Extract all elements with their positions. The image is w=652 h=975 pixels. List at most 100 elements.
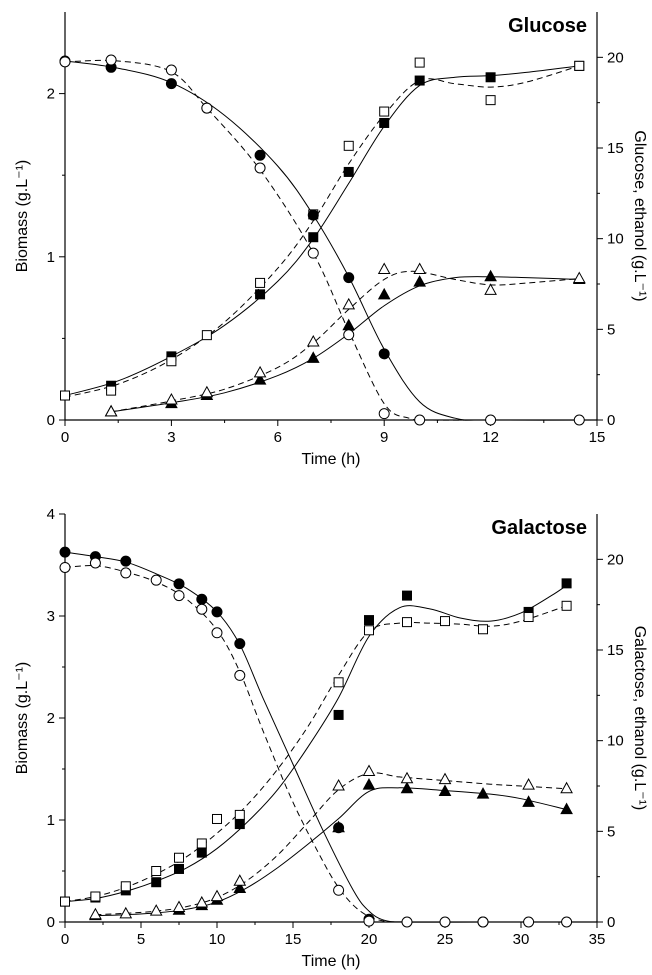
series-open-triangle (104, 262, 586, 417)
data-point (438, 784, 452, 796)
x-tick-label: 15 (589, 429, 606, 446)
y2-axis-label: Galactose, ethanol (g.L⁻¹) (631, 626, 648, 811)
y2-tick-label: 15 (607, 140, 624, 157)
data-point (485, 72, 496, 83)
fit-curve (64, 59, 597, 421)
x-tick-label: 15 (285, 931, 302, 948)
data-point (560, 802, 573, 815)
data-point (561, 578, 572, 589)
data-point (379, 106, 390, 117)
fit-curve (64, 551, 567, 923)
data-point (572, 271, 586, 284)
x-axis-label: Time (h) (302, 953, 361, 970)
data-point (414, 57, 425, 68)
y2-tick-label: 15 (607, 642, 624, 659)
x-tick-label: 0 (61, 931, 69, 948)
fit-curve (111, 276, 580, 413)
series-open-circle (59, 54, 597, 426)
x-tick-label: 10 (209, 931, 226, 948)
y-tick-label: 4 (47, 506, 55, 523)
data-point (89, 907, 102, 920)
data-point (438, 772, 452, 785)
data-point (402, 590, 412, 601)
data-point (362, 764, 376, 776)
data-point (165, 64, 177, 76)
series-filled-circle (59, 546, 567, 928)
data-point (253, 373, 267, 385)
chart-title: Galactose (491, 517, 587, 539)
y-tick-label: 2 (47, 710, 55, 727)
x-tick-label: 25 (437, 931, 454, 948)
data-point (174, 863, 184, 874)
data-point (200, 385, 214, 398)
data-point (364, 615, 374, 626)
x-tick-label: 3 (167, 429, 175, 446)
data-point (106, 385, 117, 396)
y-axis-label: Biomass (g.L⁻¹) (14, 160, 31, 272)
data-point (201, 102, 213, 114)
data-point (90, 891, 101, 902)
y-tick-label: 1 (47, 249, 55, 266)
data-point (342, 318, 356, 331)
fit-curve (64, 565, 567, 923)
data-point (343, 166, 354, 177)
data-point (333, 884, 345, 896)
data-point (379, 117, 390, 128)
data-point (104, 404, 118, 417)
data-point (332, 778, 345, 791)
data-point (254, 149, 266, 161)
data-point (484, 283, 497, 295)
data-point (195, 895, 209, 908)
series-open-square (60, 57, 585, 401)
data-point (363, 915, 375, 927)
y-tick-label: 2 (47, 86, 55, 103)
data-point (253, 365, 267, 378)
y-tick-label: 0 (47, 914, 55, 931)
data-point (59, 546, 71, 558)
x-tick-label: 35 (589, 931, 606, 948)
data-point (522, 795, 535, 807)
series-open-square (60, 600, 572, 907)
data-point (343, 140, 354, 151)
x-tick-label: 9 (380, 429, 388, 446)
data-point (211, 627, 223, 639)
fit-curve (64, 605, 567, 903)
x-tick-label: 6 (274, 429, 282, 446)
data-point (477, 916, 489, 928)
data-point (212, 813, 222, 824)
data-point (362, 778, 376, 790)
y2-axis-label: Glucose, ethanol (g.L⁻¹) (631, 130, 648, 301)
data-point (522, 778, 535, 790)
data-point (308, 232, 319, 243)
data-point (119, 906, 133, 919)
y2-tick-label: 5 (607, 321, 615, 338)
data-point (306, 334, 320, 347)
data-point (574, 60, 585, 71)
y2-tick-label: 5 (607, 823, 615, 840)
data-point (151, 866, 162, 876)
data-point (234, 809, 245, 820)
data-point (165, 78, 177, 90)
data-point (59, 561, 71, 573)
data-point (377, 287, 391, 300)
x-tick-label: 12 (482, 429, 499, 446)
data-point (333, 709, 344, 720)
y2-tick-label: 0 (607, 914, 615, 931)
data-point (166, 356, 177, 367)
data-point (255, 289, 266, 300)
data-point (172, 900, 186, 912)
data-point (342, 297, 356, 310)
data-point (378, 348, 390, 360)
data-point (485, 414, 497, 426)
series-open-circle (59, 557, 573, 928)
data-point (561, 600, 572, 611)
y2-tick-label: 0 (607, 412, 615, 429)
y2-tick-label: 10 (607, 733, 624, 750)
data-point (401, 916, 413, 928)
data-point (333, 677, 344, 688)
data-point (485, 95, 496, 106)
data-point (573, 414, 585, 426)
data-point (59, 56, 71, 68)
data-point (60, 390, 70, 401)
